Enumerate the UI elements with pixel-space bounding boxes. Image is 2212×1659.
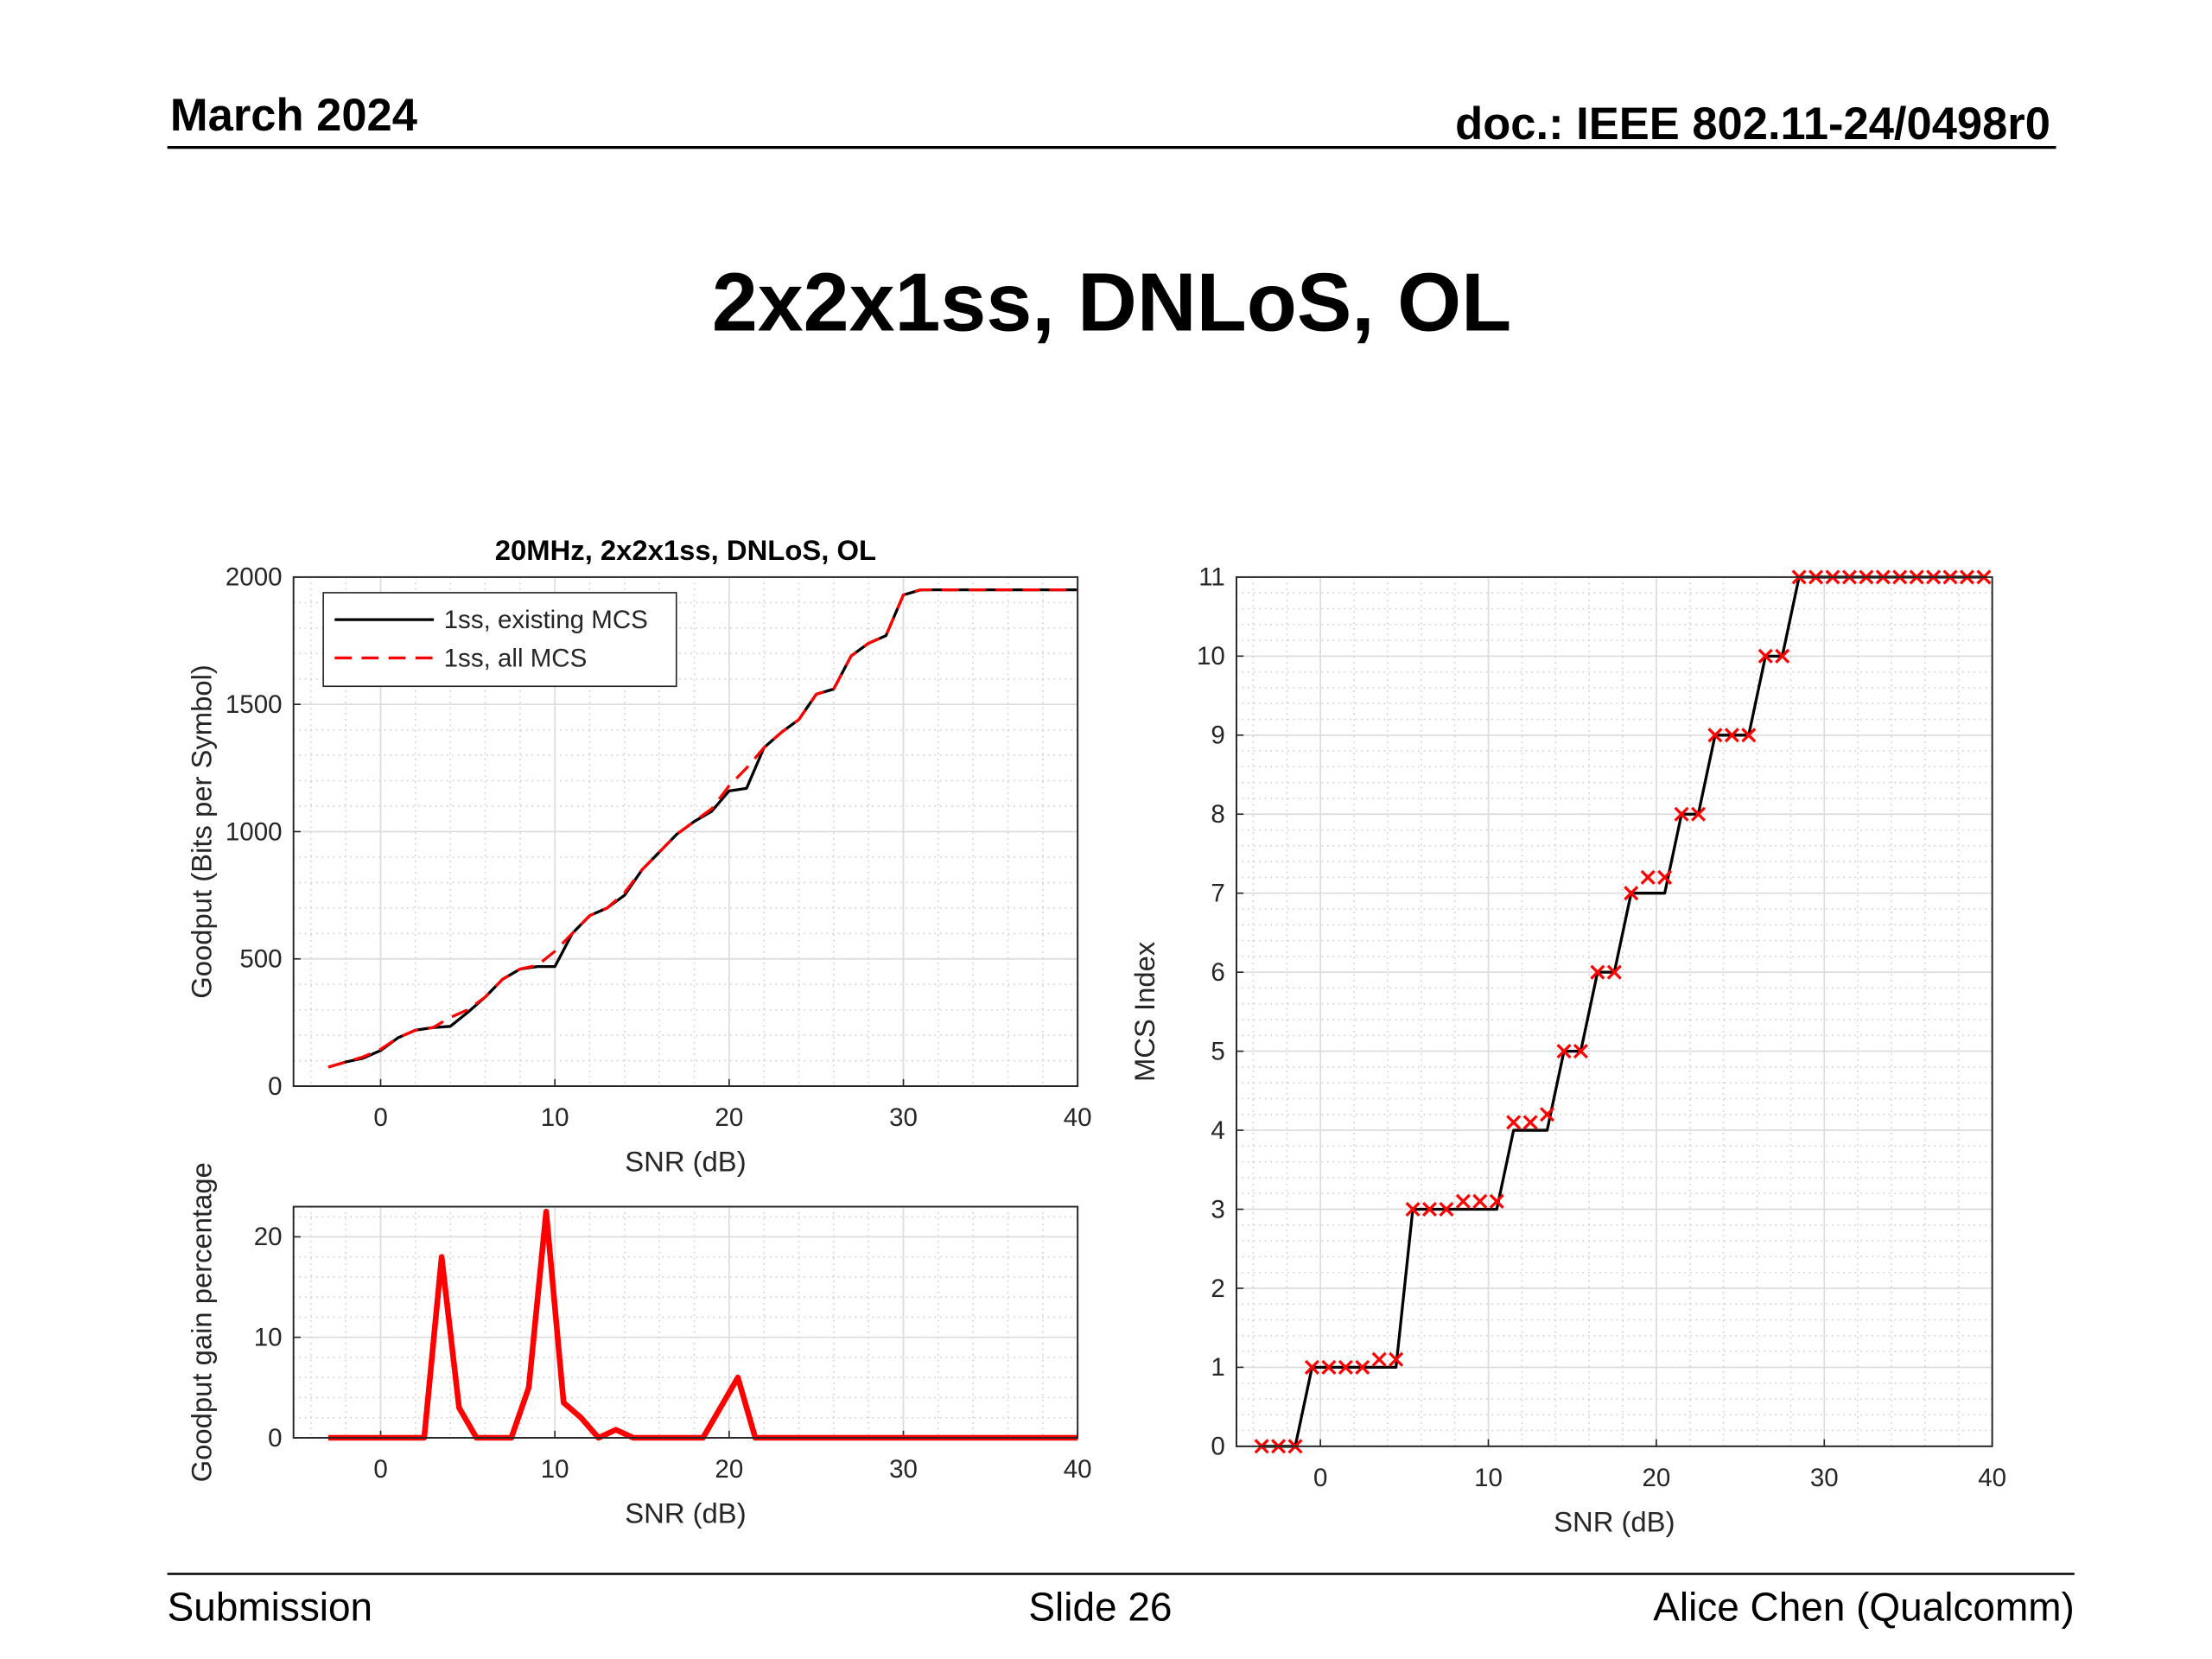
plot-area <box>1236 576 1993 1446</box>
marker <box>1321 1359 1337 1375</box>
marker <box>1439 1201 1454 1217</box>
x-tick-label: 40 <box>1978 1464 2006 1492</box>
marker <box>1775 648 1790 664</box>
y-tick-label: 1000 <box>226 817 283 846</box>
marker <box>1371 1351 1387 1367</box>
marker <box>1590 964 1605 980</box>
header-doc: doc.: IEEE 802.11-24/0498r0 <box>1455 99 2050 149</box>
marker <box>1405 1201 1421 1217</box>
marker <box>1674 806 1689 822</box>
marker <box>1707 728 1723 743</box>
x-tick-label: 10 <box>541 1103 569 1132</box>
x-tick-label: 30 <box>889 1455 918 1484</box>
y-tick-label: 2 <box>1211 1274 1224 1303</box>
x-tick-label: 30 <box>889 1103 918 1132</box>
legend-box <box>322 592 677 688</box>
marker <box>1657 869 1673 885</box>
marker <box>1304 1359 1319 1375</box>
marker <box>1758 648 1773 664</box>
x-tick-label: 40 <box>1064 1103 1092 1132</box>
marker <box>1506 1115 1522 1130</box>
slide-title: 2x2x1ss, DNLoS, OL <box>712 257 1511 348</box>
x-tick-label: 0 <box>1313 1464 1327 1492</box>
y-tick-label: 7 <box>1211 880 1224 908</box>
y-tick-label: 8 <box>1211 800 1224 829</box>
y-axis-label: Goodput (Bits per Symbol) <box>186 664 218 999</box>
x-axis-label: SNR (dB) <box>1554 1505 1675 1537</box>
y-tick-label: 6 <box>1211 958 1224 987</box>
y-tick-label: 0 <box>1211 1433 1224 1461</box>
x-tick-label: 30 <box>1810 1464 1839 1492</box>
marker <box>1389 1351 1404 1367</box>
marker <box>1640 869 1656 885</box>
x-tick-label: 0 <box>373 1455 387 1484</box>
x-tick-label: 20 <box>715 1103 743 1132</box>
x-tick-label: 20 <box>1642 1464 1670 1492</box>
marker <box>1573 1044 1588 1059</box>
chart-title: 20MHz, 2x2x1ss, DNLoS, OL <box>495 534 876 566</box>
y-tick-label: 9 <box>1211 721 1224 750</box>
y-tick-label: 4 <box>1211 1116 1224 1145</box>
y-tick-label: 20 <box>254 1223 283 1251</box>
x-axis-label: SNR (dB) <box>625 1145 746 1177</box>
marker <box>1540 1107 1555 1122</box>
footer-right: Alice Chen (Qualcomm) <box>1653 1585 2075 1630</box>
marker <box>1455 1193 1471 1209</box>
marker <box>1421 1201 1438 1217</box>
plot-area <box>293 1206 1078 1438</box>
x-tick-label: 20 <box>715 1455 743 1484</box>
y-tick-label: 5 <box>1211 1037 1224 1065</box>
marker <box>1690 806 1707 822</box>
marker <box>1522 1115 1538 1130</box>
legend-label: 1ss, existing MCS <box>444 606 648 634</box>
y-tick-label: 0 <box>268 1424 282 1452</box>
y-tick-label: 1 <box>1211 1353 1224 1382</box>
y-tick-label: 2000 <box>226 563 283 592</box>
marker <box>1556 1044 1572 1059</box>
plot-frame <box>1235 575 1993 1447</box>
plot-frame <box>292 1205 1079 1439</box>
marker <box>1741 728 1757 743</box>
footer-left: Submission <box>168 1585 372 1630</box>
y-tick-label: 0 <box>268 1072 282 1101</box>
marker <box>1472 1193 1488 1209</box>
y-tick-label: 1500 <box>226 690 283 719</box>
x-axis-label: SNR (dB) <box>625 1497 746 1529</box>
marker <box>1338 1359 1353 1375</box>
x-tick-label: 0 <box>373 1103 387 1132</box>
x-tick-label: 10 <box>541 1455 569 1484</box>
y-tick-label: 10 <box>254 1324 283 1352</box>
marker <box>1624 886 1639 901</box>
footer-center: Slide 26 <box>1028 1585 1172 1630</box>
marker <box>1606 964 1622 980</box>
y-axis-label: MCS Index <box>1128 941 1160 1082</box>
y-tick-label: 500 <box>239 945 282 974</box>
y-tick-label: 11 <box>1198 563 1225 592</box>
y-tick-label: 10 <box>1197 642 1225 671</box>
legend-label: 1ss, all MCS <box>444 644 588 672</box>
header-date: March 2024 <box>170 90 417 141</box>
series-line <box>328 1209 1078 1441</box>
marker <box>1724 728 1739 743</box>
x-tick-label: 40 <box>1064 1455 1092 1484</box>
y-axis-label: Goodput gain percentage <box>186 1162 218 1482</box>
marker <box>1489 1193 1504 1209</box>
x-tick-label: 10 <box>1474 1464 1503 1492</box>
plot-frame <box>292 575 1079 1088</box>
y-tick-label: 3 <box>1211 1195 1224 1224</box>
series-line <box>327 588 1078 1069</box>
marker <box>1355 1359 1370 1375</box>
